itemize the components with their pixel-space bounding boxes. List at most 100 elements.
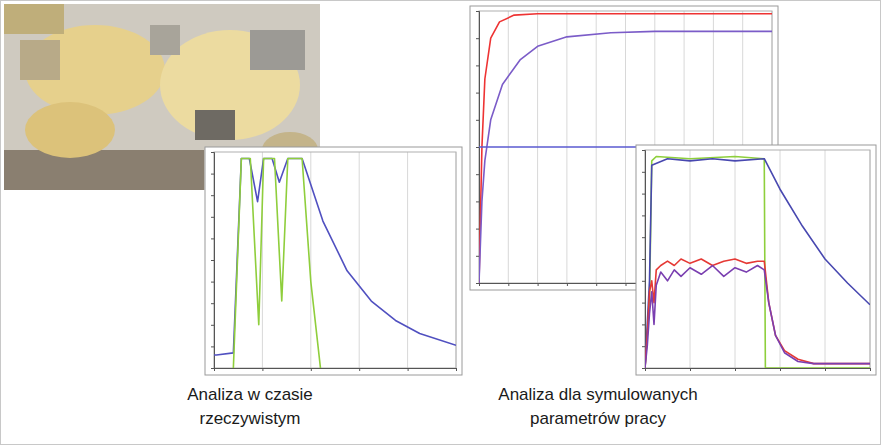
slide-canvas: Analiza w czasierzeczywistym Analiza dla … bbox=[0, 0, 881, 445]
x-tick bbox=[311, 368, 312, 371]
y-tick-mark bbox=[476, 229, 479, 230]
y-tick-mark bbox=[476, 256, 479, 257]
x-tick-mark bbox=[870, 368, 871, 371]
y-tick bbox=[211, 282, 214, 283]
y-tick bbox=[211, 368, 214, 369]
photo-part bbox=[195, 110, 235, 140]
y-tick bbox=[642, 324, 645, 325]
x-tick bbox=[626, 283, 627, 286]
photo-part bbox=[25, 102, 115, 158]
y-tick-mark bbox=[476, 174, 479, 175]
x-tick bbox=[690, 368, 691, 371]
x-axis bbox=[646, 368, 871, 371]
plot-lines bbox=[645, 157, 870, 368]
y-tick bbox=[476, 201, 479, 202]
y-tick bbox=[211, 303, 214, 304]
y-tick bbox=[211, 174, 214, 175]
x-tick bbox=[538, 283, 539, 286]
y-tick-mark bbox=[642, 303, 645, 304]
x-axis-line bbox=[215, 369, 457, 372]
y-tick bbox=[642, 259, 645, 260]
y-tick-mark bbox=[211, 260, 214, 261]
series-line bbox=[645, 266, 870, 368]
grid bbox=[214, 152, 456, 368]
y-tick bbox=[211, 152, 214, 153]
photo-part bbox=[4, 150, 204, 190]
y-tick bbox=[476, 147, 479, 148]
grid bbox=[645, 150, 870, 368]
x-tick bbox=[780, 368, 781, 371]
y-tick-mark bbox=[211, 152, 214, 153]
y-tick bbox=[642, 150, 645, 151]
y-tick-mark bbox=[211, 303, 214, 304]
x-tick-mark bbox=[214, 368, 215, 371]
x-tick-mark bbox=[825, 368, 826, 371]
y-tick-mark bbox=[211, 282, 214, 283]
grid-line-x bbox=[359, 152, 360, 368]
series-line bbox=[645, 259, 870, 368]
photo-part bbox=[20, 40, 60, 80]
y-tick-mark bbox=[642, 172, 645, 173]
x-tick-mark bbox=[456, 368, 457, 371]
panel-background bbox=[636, 145, 876, 375]
grid-line-x bbox=[407, 152, 408, 368]
grid-line-x bbox=[780, 150, 781, 368]
x-tick bbox=[596, 283, 597, 286]
slide-frame bbox=[1, 1, 881, 445]
y-tick bbox=[642, 368, 645, 369]
x-tick-mark bbox=[780, 368, 781, 371]
y-tick bbox=[642, 172, 645, 173]
x-tick-mark bbox=[311, 368, 312, 371]
y-tick bbox=[642, 346, 645, 347]
x-tick-mark bbox=[690, 368, 691, 371]
y-tick bbox=[642, 237, 645, 238]
y-tick bbox=[211, 217, 214, 218]
y-tick-mark bbox=[211, 325, 214, 326]
y-tick bbox=[476, 174, 479, 175]
y-axis bbox=[476, 12, 480, 284]
y-tick-mark bbox=[642, 194, 645, 195]
y-tick-mark bbox=[476, 283, 479, 284]
y-tick-mark bbox=[642, 259, 645, 260]
y-axis bbox=[211, 153, 215, 369]
plot-frame bbox=[645, 150, 870, 368]
x-tick bbox=[359, 368, 360, 371]
grid-line-x bbox=[690, 150, 691, 368]
x-tick bbox=[825, 368, 826, 371]
y-axis-line bbox=[642, 151, 646, 369]
y-tick bbox=[476, 229, 479, 230]
caption: Analiza w czasierzeczywistym bbox=[187, 385, 313, 428]
chart-panel bbox=[636, 145, 876, 375]
plot-frame bbox=[214, 152, 456, 368]
photo-part bbox=[150, 25, 180, 55]
x-tick bbox=[567, 283, 568, 286]
x-tick bbox=[735, 368, 736, 371]
y-tick-mark bbox=[211, 217, 214, 218]
y-tick-mark bbox=[476, 93, 479, 94]
x-tick-mark bbox=[567, 283, 568, 286]
y-tick-mark bbox=[211, 368, 214, 369]
y-tick-mark bbox=[642, 215, 645, 216]
caption: Analiza dla symulowanychparametrów pracy bbox=[498, 385, 697, 428]
y-tick bbox=[476, 283, 479, 284]
series-line bbox=[214, 158, 456, 355]
y-tick-mark bbox=[642, 346, 645, 347]
x-tick-mark bbox=[538, 283, 539, 286]
photo-part bbox=[250, 30, 305, 70]
y-tick bbox=[476, 65, 479, 66]
y-tick-mark bbox=[211, 195, 214, 196]
x-tick-mark bbox=[479, 283, 480, 286]
y-tick bbox=[476, 120, 479, 121]
y-tick-mark bbox=[476, 201, 479, 202]
x-tick bbox=[508, 283, 509, 286]
y-tick bbox=[211, 346, 214, 347]
x-tick-mark bbox=[596, 283, 597, 286]
x-tick bbox=[214, 368, 215, 371]
x-tick bbox=[408, 368, 409, 371]
chart-panel bbox=[205, 147, 462, 375]
y-tick-mark bbox=[642, 368, 645, 369]
y-axis-line bbox=[476, 12, 480, 284]
y-tick bbox=[211, 238, 214, 239]
x-tick bbox=[870, 368, 871, 371]
x-tick-mark bbox=[262, 368, 263, 371]
